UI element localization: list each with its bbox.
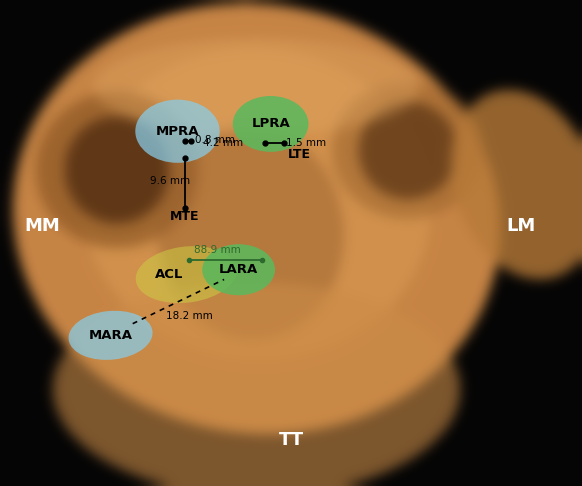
Text: 88.9 mm: 88.9 mm — [194, 244, 240, 255]
Text: MPRA: MPRA — [156, 125, 199, 138]
Text: MTE: MTE — [171, 210, 200, 223]
Ellipse shape — [233, 96, 308, 152]
Text: 18.2 mm: 18.2 mm — [166, 311, 212, 321]
Text: LTE: LTE — [288, 148, 311, 161]
Ellipse shape — [203, 244, 275, 295]
Text: LPRA: LPRA — [251, 118, 290, 130]
Text: LM: LM — [506, 217, 535, 235]
Ellipse shape — [136, 246, 237, 303]
Text: 4.2 mm: 4.2 mm — [203, 138, 243, 148]
Text: ACL: ACL — [155, 268, 183, 281]
Text: TT: TT — [278, 431, 304, 449]
Text: 0.8 mm: 0.8 mm — [195, 135, 235, 145]
Text: 1.5 mm: 1.5 mm — [286, 138, 327, 148]
Ellipse shape — [69, 311, 152, 360]
Ellipse shape — [135, 100, 219, 163]
Text: LARA: LARA — [219, 263, 258, 276]
Text: MARA: MARA — [88, 329, 133, 342]
Text: MM: MM — [24, 217, 60, 235]
Text: 9.6 mm: 9.6 mm — [150, 176, 190, 186]
